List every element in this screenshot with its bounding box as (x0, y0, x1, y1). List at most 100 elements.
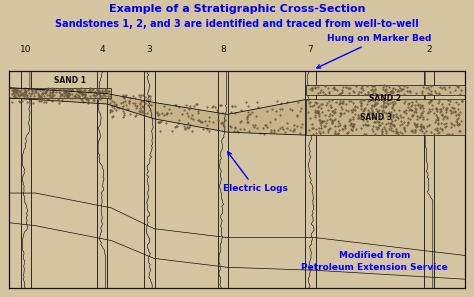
Point (112, 108, 120, 113)
Point (427, 129, 434, 134)
Point (220, 123, 228, 128)
Point (102, 91, 109, 96)
Point (364, 122, 372, 127)
Point (348, 124, 356, 128)
Polygon shape (306, 99, 465, 135)
Point (365, 99, 373, 104)
Point (69, 87, 76, 92)
Point (326, 116, 333, 121)
Point (22, 90, 30, 94)
Point (10, 87, 18, 92)
Point (372, 132, 379, 136)
Point (347, 99, 355, 104)
Point (81, 95, 89, 100)
Point (378, 111, 385, 116)
Point (183, 125, 191, 130)
Point (432, 113, 439, 118)
Point (324, 127, 332, 132)
Point (242, 99, 250, 104)
Point (370, 119, 378, 124)
Point (90, 93, 98, 98)
Point (28, 88, 36, 93)
Point (316, 130, 324, 135)
Point (171, 102, 178, 107)
Point (250, 124, 257, 129)
Point (308, 87, 316, 92)
Point (313, 101, 320, 106)
Point (65, 87, 73, 91)
Point (419, 108, 427, 113)
Point (37, 93, 45, 98)
Point (135, 93, 143, 98)
Point (336, 92, 344, 97)
Point (244, 119, 252, 124)
Point (428, 99, 435, 103)
Point (338, 100, 346, 105)
Point (360, 106, 368, 111)
Point (342, 102, 349, 106)
Point (20, 90, 27, 94)
Point (424, 90, 431, 95)
Point (437, 125, 444, 130)
Point (384, 121, 392, 126)
Point (12, 90, 20, 95)
Point (279, 127, 287, 132)
Point (13, 89, 21, 94)
Point (438, 128, 446, 133)
Point (424, 117, 431, 121)
Point (315, 126, 322, 130)
Point (382, 127, 389, 131)
Point (26, 93, 34, 98)
Point (308, 121, 315, 126)
Point (444, 115, 451, 119)
Point (203, 123, 210, 128)
Point (354, 116, 362, 120)
Point (362, 105, 369, 110)
Point (400, 115, 407, 119)
Point (419, 125, 427, 130)
Point (256, 130, 264, 135)
Point (339, 127, 347, 131)
Point (109, 114, 116, 119)
Point (360, 122, 367, 127)
Point (380, 100, 388, 105)
Point (412, 110, 420, 115)
Point (311, 85, 319, 89)
Point (74, 94, 82, 99)
Point (64, 95, 71, 99)
Point (173, 124, 180, 128)
Point (446, 90, 453, 95)
Point (327, 125, 334, 130)
Point (365, 99, 372, 103)
Point (316, 118, 324, 122)
Point (453, 121, 461, 126)
Point (335, 128, 343, 132)
Point (387, 88, 394, 93)
Point (182, 103, 189, 108)
Point (436, 109, 443, 114)
Text: 4: 4 (99, 45, 105, 53)
Point (368, 127, 376, 132)
Point (405, 101, 412, 105)
Point (48, 98, 55, 103)
Point (9, 100, 16, 105)
Point (173, 124, 181, 129)
Point (126, 99, 133, 104)
Point (388, 99, 396, 104)
Point (336, 98, 344, 103)
Point (347, 120, 355, 125)
Point (453, 119, 460, 124)
Point (12, 90, 19, 95)
Point (428, 98, 435, 103)
Point (34, 91, 41, 96)
Point (318, 102, 326, 106)
Point (100, 92, 108, 97)
Point (110, 102, 118, 107)
Point (339, 100, 346, 105)
Point (93, 87, 101, 91)
Point (89, 86, 97, 91)
Point (372, 120, 379, 125)
Point (388, 128, 395, 133)
Point (331, 86, 339, 91)
Point (274, 128, 282, 132)
